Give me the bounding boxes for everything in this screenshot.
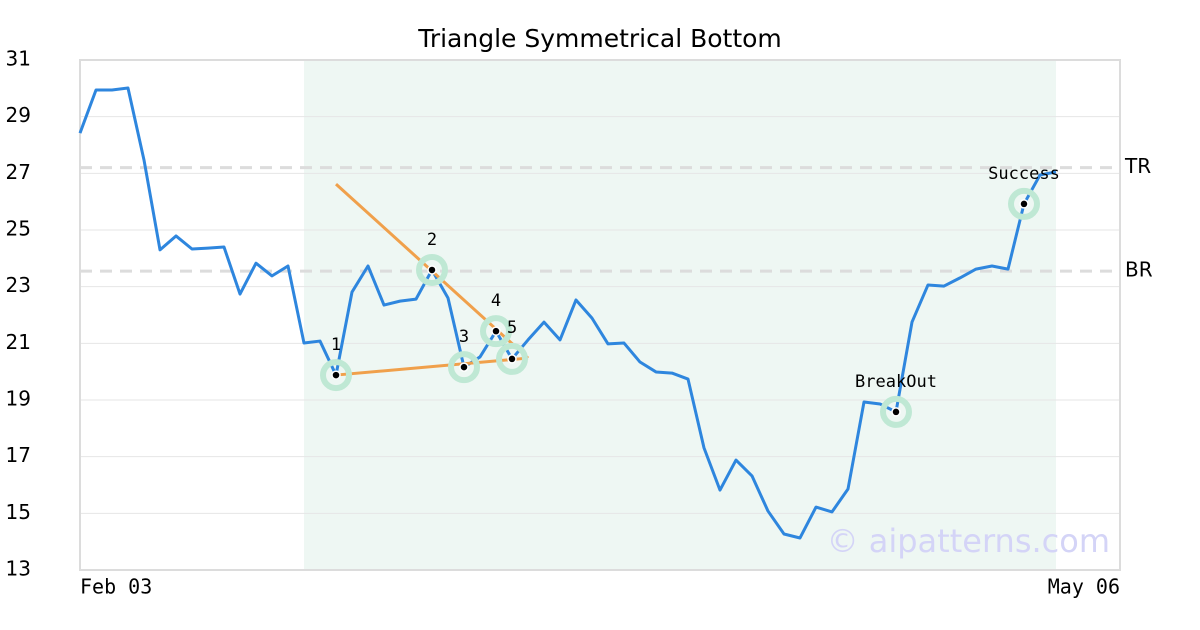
pattern-region — [304, 60, 1056, 570]
marker-label: BreakOut — [855, 372, 937, 392]
marker-dot — [331, 370, 341, 380]
marker-dot — [491, 326, 501, 336]
level-label: BR — [1125, 258, 1153, 282]
marker-dot — [507, 354, 517, 364]
y-tick-label: 27 — [6, 160, 31, 184]
x-tick-label: Feb 03 — [80, 575, 152, 599]
marker-label: 2 — [427, 230, 437, 250]
y-tick-label: 31 — [6, 47, 31, 71]
marker-halo — [320, 359, 352, 392]
level-label: TR — [1124, 154, 1151, 178]
marker-halo — [1008, 187, 1040, 220]
marker-halo — [448, 351, 480, 384]
marker-halo — [416, 253, 448, 286]
marker-dot — [1019, 199, 1029, 209]
x-tick-label: May 06 — [1048, 575, 1120, 599]
marker-label: 3 — [459, 327, 469, 347]
marker-label: 4 — [491, 291, 501, 311]
marker-label: 5 — [507, 318, 517, 338]
marker-halo — [496, 342, 528, 375]
y-tick-label: 25 — [6, 217, 31, 241]
trendline — [335, 356, 529, 377]
y-tick-label: 13 — [6, 557, 31, 581]
marker-dot — [459, 362, 469, 372]
plot-frame — [79, 59, 1121, 571]
chart-title: Triangle Symmetrical Bottom — [417, 24, 782, 53]
y-tick-label: 15 — [6, 500, 31, 524]
marker-dot — [891, 407, 901, 417]
y-tick-label: 17 — [6, 443, 31, 467]
y-tick-label: 29 — [6, 103, 31, 127]
marker-label: Success — [988, 164, 1060, 184]
watermark: © aipatterns.com — [827, 522, 1110, 560]
marker-halo — [880, 395, 912, 428]
marker-halo — [480, 315, 512, 348]
y-tick-label: 23 — [6, 273, 31, 297]
y-tick-label: 19 — [6, 387, 31, 411]
y-tick-label: 21 — [6, 330, 31, 354]
marker-label: 1 — [331, 335, 341, 355]
marker-dot — [427, 265, 437, 275]
